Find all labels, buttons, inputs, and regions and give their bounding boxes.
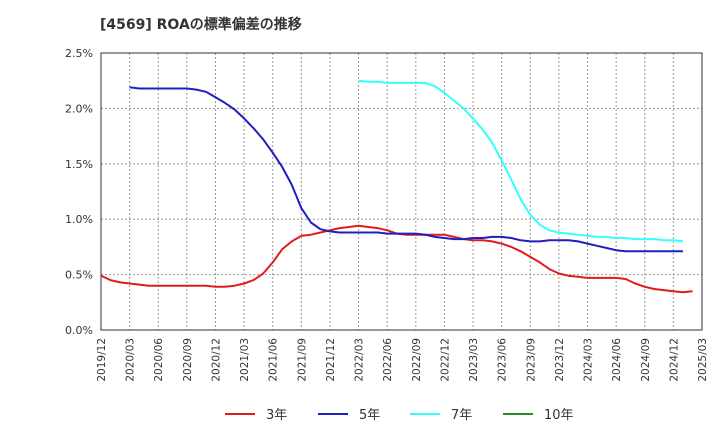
series-line [358, 79, 684, 243]
x-tick-label: 2022/03 [354, 338, 366, 382]
series-line [129, 86, 683, 253]
x-tick-label: 2019/12 [96, 338, 108, 382]
y-tick-label: 2.5% [65, 47, 93, 60]
plot-frame [100, 52, 703, 331]
y-tick-label: 1.5% [65, 158, 93, 171]
x-tick-label: 2021/03 [239, 338, 251, 382]
x-tick-label: 2021/09 [296, 338, 308, 382]
x-tick-label: 2020/03 [125, 338, 137, 382]
y-tick-label: 0.0% [65, 324, 93, 337]
x-tick-label: 2021/12 [325, 338, 337, 382]
x-tick-label: 2021/06 [268, 338, 280, 382]
x-tick-label: 2020/12 [210, 338, 222, 382]
x-tick-label: 2024/03 [583, 338, 595, 382]
x-tick-label: 2020/09 [182, 338, 194, 382]
x-tick-label: 2023/09 [525, 338, 537, 382]
x-tick-label: 2025/03 [697, 338, 709, 382]
x-tick-label: 2024/12 [668, 338, 680, 382]
y-tick-label: 2.0% [65, 102, 93, 115]
legend-label: 5年 [359, 408, 380, 423]
legend-label: 3年 [266, 408, 287, 423]
x-tick-label: 2023/03 [468, 338, 480, 382]
x-tick-label: 2023/06 [497, 338, 509, 382]
chart-title: [4569] ROAの標準偏差の推移 [100, 17, 302, 33]
y-tick-label: 1.0% [65, 213, 93, 226]
x-tick-label: 2022/06 [382, 338, 394, 382]
legend-label: 7年 [451, 408, 472, 423]
x-tick-label: 2022/09 [411, 338, 423, 382]
x-tick-label: 2022/12 [439, 338, 451, 382]
x-tick-label: 2024/09 [640, 338, 652, 382]
x-tick-label: 2024/06 [611, 338, 623, 382]
plot-area [101, 53, 702, 330]
y-tick-label: 0.5% [65, 269, 93, 282]
legend-label: 10年 [544, 408, 574, 423]
x-tick-label: 2020/06 [153, 338, 165, 382]
x-tick-label: 2023/12 [554, 338, 566, 382]
